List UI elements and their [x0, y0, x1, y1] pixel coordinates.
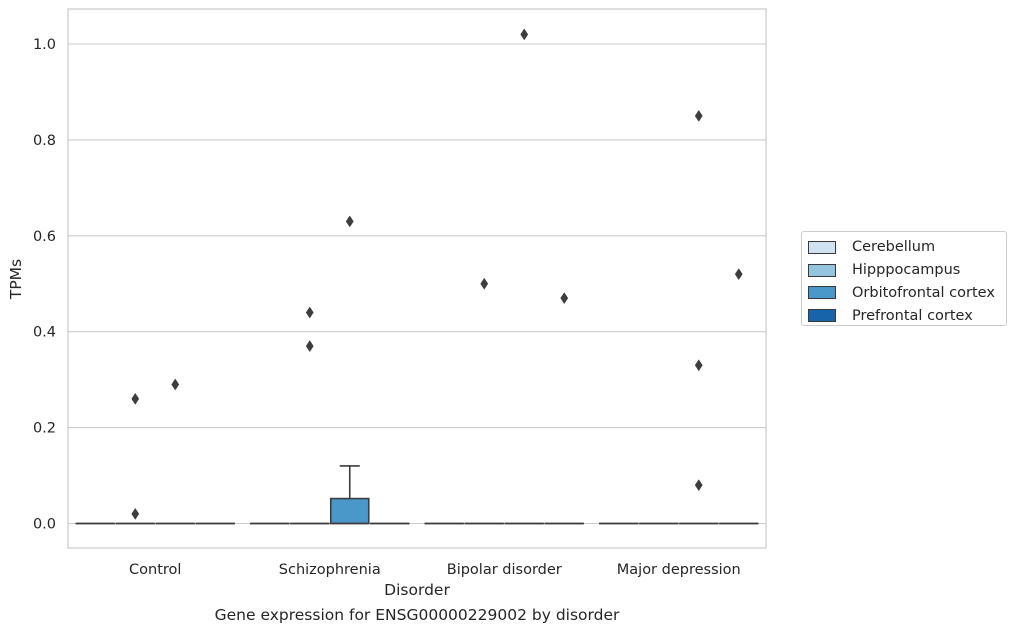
x-tick-label: Control — [129, 562, 181, 578]
x-axis-label: Disorder — [384, 581, 450, 599]
x-tick-label: Schizophrenia — [279, 562, 381, 578]
legend-label-hippocampus: Hipppocampus — [852, 262, 961, 279]
outlier-point — [520, 28, 529, 41]
axes: 0.0 0.2 0.4 0.6 0.8 1.0 Control Schizophrenia Bi… — [33, 37, 741, 578]
outlier-point — [305, 306, 314, 319]
outlier-point — [734, 268, 743, 281]
legend: Cerebellum Hipppocampus Orbitofrontal co… — [801, 231, 1007, 326]
x-tick-label: Bipolar disorder — [447, 562, 562, 578]
outlier-point — [345, 215, 354, 228]
outlier-point — [131, 392, 140, 405]
plot-frame — [67, 8, 767, 549]
outlier-point — [131, 507, 140, 520]
outlier-point — [560, 292, 569, 305]
chart-caption: Gene expression for ENSG00000229002 by d… — [214, 606, 620, 624]
outlier-point — [480, 277, 489, 290]
box — [329, 497, 370, 525]
legend-item-orbitofrontal-cortex: Orbitofrontal cortex — [808, 282, 1006, 305]
outlier-point — [694, 109, 703, 122]
gridlines — [68, 43, 766, 525]
outlier-point — [305, 340, 314, 353]
y-tick-label: 0.8 — [33, 133, 56, 149]
legend-item-prefrontal-cortex: Prefrontal cortex — [808, 304, 1006, 327]
y-tick-label: 0.4 — [33, 325, 56, 341]
x-tick-label: Major depression — [617, 562, 741, 578]
outlier-point — [694, 359, 703, 372]
legend-label-prefrontal-cortex: Prefrontal cortex — [852, 307, 973, 324]
legend-swatch-hippocampus — [808, 263, 836, 277]
legend-item-hippocampus: Hipppocampus — [808, 259, 1006, 282]
legend-label-orbitofrontal-cortex: Orbitofrontal cortex — [852, 284, 995, 301]
plot-area — [75, 28, 759, 525]
outlier-point — [694, 479, 703, 492]
y-tick-label: 0.0 — [33, 517, 56, 533]
y-tick-label: 0.6 — [33, 229, 56, 245]
outlier-point — [171, 378, 180, 391]
legend-swatch-cerebellum — [808, 240, 836, 254]
legend-label-cerebellum: Cerebellum — [852, 239, 936, 256]
y-tick-label: 1.0 — [33, 37, 56, 53]
legend-swatch-orbitofrontal-cortex — [808, 286, 836, 300]
legend-swatch-prefrontal-cortex — [808, 309, 836, 323]
legend-item-cerebellum: Cerebellum — [808, 236, 1006, 259]
y-axis-label: TPMs — [7, 259, 25, 300]
y-tick-label: 0.2 — [33, 421, 56, 437]
